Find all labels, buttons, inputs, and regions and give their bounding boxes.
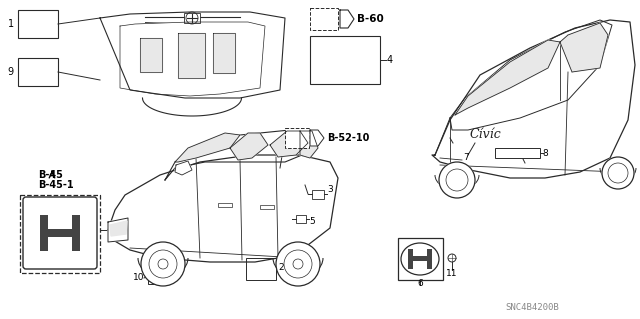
Text: 9: 9 <box>8 67 14 77</box>
Circle shape <box>448 254 456 262</box>
Text: 8: 8 <box>542 149 548 158</box>
Text: 11: 11 <box>446 270 458 278</box>
Polygon shape <box>100 12 285 98</box>
Polygon shape <box>310 130 324 146</box>
Bar <box>398 238 443 280</box>
Polygon shape <box>165 130 310 180</box>
Bar <box>310 36 380 84</box>
Bar <box>495 148 540 158</box>
Bar <box>40 215 48 251</box>
Bar <box>184 13 200 23</box>
Circle shape <box>276 242 320 286</box>
Bar <box>310 8 338 30</box>
Text: 4: 4 <box>387 55 393 65</box>
Bar <box>312 190 324 199</box>
Text: Cívíc: Cívíc <box>470 129 502 142</box>
FancyBboxPatch shape <box>23 197 97 269</box>
Bar <box>408 249 413 269</box>
Bar <box>48 229 72 237</box>
Text: SNC4B4200B: SNC4B4200B <box>505 303 559 313</box>
Polygon shape <box>108 155 338 262</box>
Bar <box>218 203 232 207</box>
Text: 1: 1 <box>8 19 14 29</box>
Circle shape <box>602 157 634 189</box>
Bar <box>246 258 276 280</box>
Bar <box>285 128 309 148</box>
Polygon shape <box>140 38 162 72</box>
Polygon shape <box>450 20 612 130</box>
Polygon shape <box>108 218 128 242</box>
Text: 10: 10 <box>132 273 144 283</box>
Polygon shape <box>230 133 268 160</box>
Polygon shape <box>455 40 560 115</box>
Bar <box>313 10 335 28</box>
Circle shape <box>439 162 475 198</box>
Text: 5: 5 <box>309 218 315 226</box>
Text: 3: 3 <box>327 186 333 195</box>
Circle shape <box>141 242 185 286</box>
Text: 2: 2 <box>278 263 284 272</box>
Polygon shape <box>432 20 635 178</box>
Bar <box>413 256 427 261</box>
Bar <box>260 205 274 209</box>
Text: 7: 7 <box>463 153 469 162</box>
Polygon shape <box>560 23 608 72</box>
Polygon shape <box>300 131 318 158</box>
Bar <box>18 10 58 38</box>
Polygon shape <box>120 22 265 96</box>
Text: 6: 6 <box>417 279 423 288</box>
Text: B-60: B-60 <box>357 14 384 24</box>
Text: B-52-10: B-52-10 <box>327 133 369 143</box>
Polygon shape <box>178 33 205 78</box>
Polygon shape <box>213 33 235 73</box>
Circle shape <box>293 259 303 269</box>
Text: B-45: B-45 <box>38 170 63 180</box>
Polygon shape <box>340 10 354 28</box>
Circle shape <box>158 259 168 269</box>
Bar <box>427 249 432 269</box>
Bar <box>296 215 306 223</box>
Bar <box>20 195 100 273</box>
Bar <box>18 58 58 86</box>
Polygon shape <box>270 131 308 157</box>
Text: B-45-1: B-45-1 <box>38 180 74 190</box>
Polygon shape <box>110 221 127 236</box>
Polygon shape <box>175 161 192 175</box>
Bar <box>72 215 80 251</box>
Polygon shape <box>175 133 240 162</box>
Bar <box>148 268 170 284</box>
